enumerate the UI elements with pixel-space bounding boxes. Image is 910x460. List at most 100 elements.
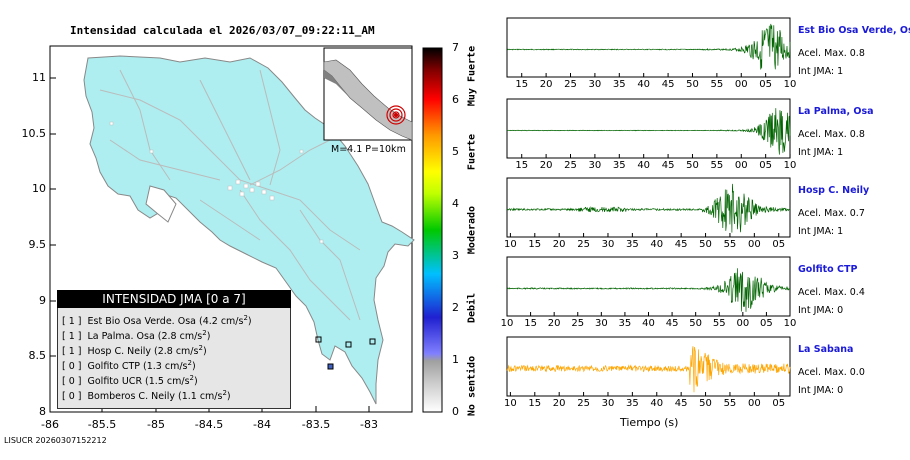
seismogram-tick-label: 15 — [528, 239, 542, 250]
seismogram-tick-label: 50 — [699, 239, 712, 250]
seismogram-tick-label: 55 — [710, 79, 724, 90]
station-dots — [109, 121, 324, 244]
seismogram-tick-label: 10 — [783, 318, 797, 329]
time-axis-label: Tiempo (s) — [620, 416, 679, 429]
legend-end: ) — [247, 316, 252, 328]
seismogram-tick-label: 05 — [772, 398, 786, 409]
map-x-tick: -84 — [253, 418, 271, 431]
seismogram-tick-label: 35 — [612, 160, 626, 171]
legend-row: [ 0 ] Golfito UCR (1.5 cm/s2) — [62, 374, 198, 387]
seismogram-tick-label: 10 — [500, 318, 514, 329]
seismogram-tick-label: 45 — [674, 239, 688, 250]
seismogram-tick-label: 55 — [723, 239, 737, 250]
legend-sup: 2 — [198, 344, 203, 352]
map-x-tick: -86 — [41, 418, 59, 431]
station-name: Est Bio Osa Verde, Osa — [798, 25, 910, 36]
colorbar-tick: 0 — [452, 405, 459, 418]
station-name: Golfito CTP — [798, 264, 858, 275]
seismogram-trace — [506, 23, 791, 70]
seismogram-tick-label: 55 — [710, 160, 724, 171]
seismogram-tick-label: 40 — [637, 160, 651, 171]
colorbar-tick: 6 — [452, 93, 459, 106]
legend-end: ) — [202, 346, 207, 358]
colorbar — [422, 47, 443, 413]
colorbar-tick: 2 — [452, 301, 459, 314]
seismogram-tick-label: 40 — [637, 79, 651, 90]
legend-sup: 2 — [222, 389, 227, 397]
seismogram-trace — [506, 108, 791, 155]
station-intensity: Int JMA: 0 — [798, 305, 844, 316]
seismogram-tick-label: 15 — [515, 160, 529, 171]
seismogram-tick-label: 50 — [689, 318, 703, 329]
seismogram-trace — [506, 346, 791, 393]
map-y-tick: 8.5 — [28, 349, 47, 362]
seismogram-tick-label: 15 — [528, 398, 542, 409]
seismogram-tick-label: 25 — [564, 79, 577, 90]
colorbar-tick: 4 — [452, 197, 459, 210]
map-x-tick: -85 — [147, 418, 165, 431]
map-title: Intensidad calculada el 2026/03/07_09:22… — [70, 24, 375, 37]
seismogram-tick-label: 30 — [588, 160, 602, 171]
station-intensity: Int JMA: 0 — [798, 385, 844, 396]
seismogram-tick-label: 10 — [504, 239, 517, 250]
station-acel: Acel. Max. 0.4 — [798, 287, 865, 298]
legend-sup: 2 — [189, 374, 194, 382]
seismogram-tick-label: 15 — [515, 79, 529, 90]
legend-end: ) — [226, 391, 231, 403]
map-y-tick: 10 — [32, 182, 46, 195]
seismogram-tick-label: 35 — [612, 79, 626, 90]
seismogram-tick-label: 10 — [504, 398, 517, 409]
seismogram-tick-label: 00 — [747, 398, 761, 409]
station-name: La Sabana — [798, 344, 854, 355]
seismogram-tick-label: 50 — [686, 160, 699, 171]
legend-row: [ 0 ] Bomberos C. Neily (1.1 cm/s2) — [62, 389, 231, 402]
legend-end: ) — [194, 376, 198, 388]
seismogram-tick-label: 05 — [759, 160, 773, 171]
seismogram-tick-label: 45 — [661, 160, 675, 171]
legend-station: Bomberos C. Neily (1.1 cm/s — [87, 391, 223, 403]
map-x-tick: -85.5 — [87, 418, 117, 431]
seismogram-tick-label: 30 — [601, 239, 615, 250]
station-markers — [315, 336, 376, 370]
inset-label: M=4.1 P=10km — [331, 144, 406, 155]
seismogram-tick-label: 20 — [547, 318, 561, 329]
legend-intensity: [ 1 ] — [62, 331, 82, 343]
map-y-tick: 9.5 — [28, 238, 47, 251]
seismogram-tick-label: 45 — [661, 79, 675, 90]
seismogram-tick-label: 00 — [734, 160, 748, 171]
colorbar-tick: 7 — [452, 41, 459, 54]
seismogram-tick-label: 25 — [577, 239, 590, 250]
legend-end: ) — [206, 331, 211, 343]
seismogram-tick-label: 20 — [539, 79, 553, 90]
seismogram-tick-label: 00 — [734, 79, 748, 90]
station-acel: Acel. Max. 0.7 — [798, 208, 865, 219]
colorbar-tick: 3 — [452, 249, 459, 262]
legend-row: [ 1 ] Hosp C. Neily (2.8 cm/s2) — [62, 344, 207, 357]
seismogram-tick-label: 15 — [524, 318, 537, 329]
legend-station: Golfito CTP (1.3 cm/s — [87, 361, 188, 373]
seismogram-tick-label: 40 — [642, 318, 655, 329]
seismogram-tick-label: 35 — [618, 318, 632, 329]
seismogram-tick-label: 10 — [783, 79, 797, 90]
map-x-tick: -84.5 — [194, 418, 224, 431]
map-y-tick: 11 — [32, 71, 46, 84]
legend-end: ) — [191, 361, 196, 373]
road-network — [99, 69, 361, 321]
seismogram-tick-label: 00 — [736, 318, 750, 329]
seismogram-tick-label: 55 — [723, 398, 737, 409]
station-intensity: Int JMA: 1 — [798, 66, 844, 77]
colorbar-tick: 5 — [452, 145, 459, 158]
map-y-tick: 10.5 — [21, 127, 47, 140]
legend-row: [ 1 ] La Palma. Osa (2.8 cm/s2) — [62, 329, 210, 342]
seismogram-tick-label: 20 — [539, 160, 553, 171]
seismogram-tick-label: 05 — [759, 79, 773, 90]
legend-row: [ 0 ] Golfito CTP (1.3 cm/s2) — [62, 359, 196, 372]
legend-box — [57, 290, 291, 409]
seismogram-tick-label: 35 — [625, 398, 639, 409]
map-x-tick: -83 — [360, 418, 378, 431]
seismogram-tick-label: 00 — [747, 239, 761, 250]
legend-title: INTENSIDAD JMA [0 a 7] — [57, 290, 291, 308]
country-shape — [83, 55, 415, 405]
legend-intensity: [ 1 ] — [62, 316, 82, 328]
station-acel: Acel. Max. 0.8 — [798, 129, 865, 140]
